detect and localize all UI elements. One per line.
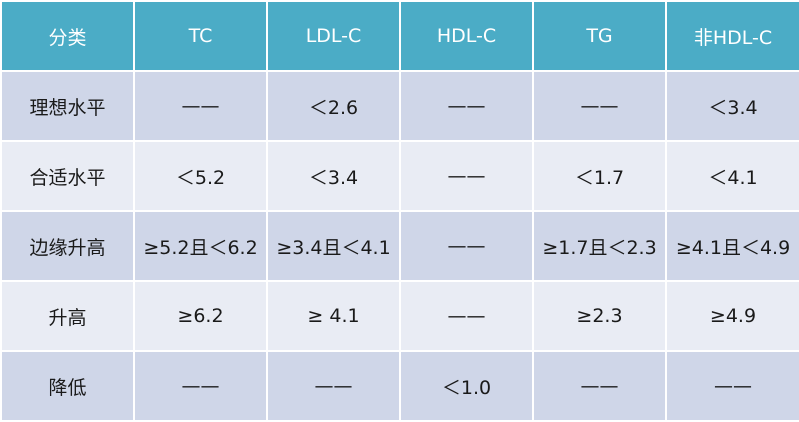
cell-hdl-c: ＜1.0 bbox=[399, 350, 534, 422]
cell-tc: ≥5.2且＜6.2 bbox=[133, 210, 268, 282]
cell-tg: ＜1.7 bbox=[532, 140, 667, 212]
cell-ldl-c: —— bbox=[266, 350, 401, 422]
cell-hdl-c: —— bbox=[399, 280, 534, 352]
header-row: 分类 TC LDL-C HDL-C TG 非HDL-C bbox=[0, 0, 799, 72]
row-label: 合适水平 bbox=[0, 140, 135, 212]
cell-non-hdl-c: ＜4.1 bbox=[665, 140, 799, 212]
cell-tc: —— bbox=[133, 70, 268, 142]
table-row: 升高 ≥6.2 ≥ 4.1 —— ≥2.3 ≥4.9 bbox=[0, 280, 799, 352]
header-ldl-c: LDL-C bbox=[266, 0, 401, 72]
cell-non-hdl-c: —— bbox=[665, 350, 799, 422]
cell-non-hdl-c: ≥4.1且＜4.9 bbox=[665, 210, 799, 282]
cell-tc: ＜5.2 bbox=[133, 140, 268, 212]
cell-ldl-c: ＜3.4 bbox=[266, 140, 401, 212]
cell-hdl-c: —— bbox=[399, 140, 534, 212]
cell-non-hdl-c: ＜3.4 bbox=[665, 70, 799, 142]
header-category: 分类 bbox=[0, 0, 135, 72]
row-label: 边缘升高 bbox=[0, 210, 135, 282]
cell-tg: ≥2.3 bbox=[532, 280, 667, 352]
cell-hdl-c: —— bbox=[399, 210, 534, 282]
header-hdl-c: HDL-C bbox=[399, 0, 534, 72]
header-tg: TG bbox=[532, 0, 667, 72]
cell-tg: ≥1.7且＜2.3 bbox=[532, 210, 667, 282]
cell-tc: —— bbox=[133, 350, 268, 422]
cell-tc: ≥6.2 bbox=[133, 280, 268, 352]
cell-non-hdl-c: ≥4.9 bbox=[665, 280, 799, 352]
cell-hdl-c: —— bbox=[399, 70, 534, 142]
cell-ldl-c: ≥ 4.1 bbox=[266, 280, 401, 352]
table-row: 合适水平 ＜5.2 ＜3.4 —— ＜1.7 ＜4.1 bbox=[0, 140, 799, 212]
cell-ldl-c: ≥3.4且＜4.1 bbox=[266, 210, 401, 282]
table-row: 降低 —— —— ＜1.0 —— —— bbox=[0, 350, 799, 422]
header-tc: TC bbox=[133, 0, 268, 72]
table-row: 理想水平 —— ＜2.6 —— —— ＜3.4 bbox=[0, 70, 799, 142]
row-label: 降低 bbox=[0, 350, 135, 422]
header-non-hdl-c: 非HDL-C bbox=[665, 0, 799, 72]
table-row: 边缘升高 ≥5.2且＜6.2 ≥3.4且＜4.1 —— ≥1.7且＜2.3 ≥4… bbox=[0, 210, 799, 282]
row-label: 升高 bbox=[0, 280, 135, 352]
cell-ldl-c: ＜2.6 bbox=[266, 70, 401, 142]
cell-tg: —— bbox=[532, 350, 667, 422]
cell-tg: —— bbox=[532, 70, 667, 142]
row-label: 理想水平 bbox=[0, 70, 135, 142]
